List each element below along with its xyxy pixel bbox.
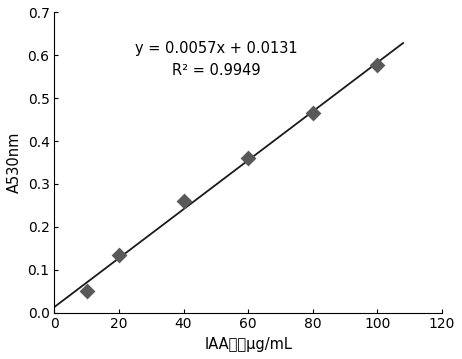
Text: R² = 0.9949: R² = 0.9949 [171,63,260,78]
Point [115,252,122,258]
Point [309,110,316,116]
Text: y = 0.0057x + 0.0131: y = 0.0057x + 0.0131 [134,41,297,56]
Point [180,198,187,204]
Point [374,62,381,67]
Point [244,155,252,161]
Y-axis label: A530nm: A530nm [7,132,22,193]
X-axis label: IAA含量μg/mL: IAA含量μg/mL [204,337,292,352]
Point [83,288,91,294]
